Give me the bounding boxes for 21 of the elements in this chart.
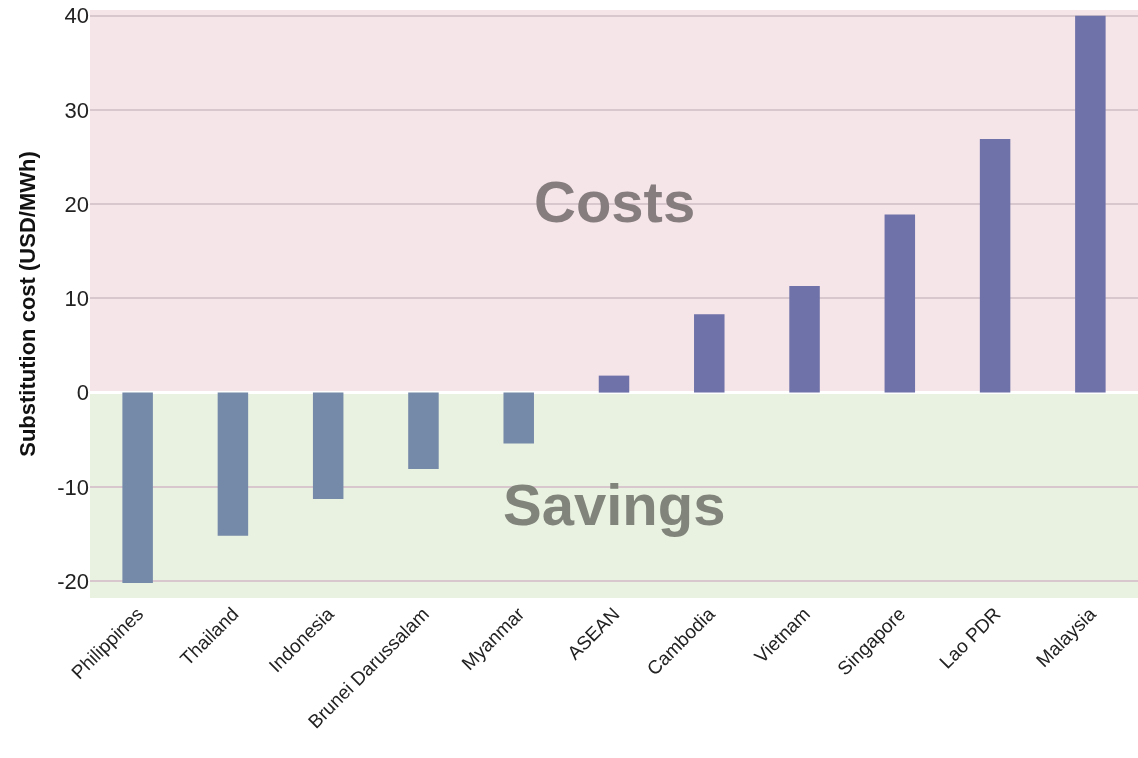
y-tick-label: 30 bbox=[64, 97, 89, 123]
bar bbox=[1075, 15, 1106, 393]
y-axis-title: Substitution cost (USD/MWh) bbox=[15, 151, 40, 457]
bar bbox=[789, 286, 820, 393]
band-label: Costs bbox=[534, 169, 696, 234]
y-tick-label: -10 bbox=[57, 474, 89, 500]
bar bbox=[408, 392, 439, 469]
y-tick-label: 40 bbox=[64, 3, 89, 29]
bar bbox=[503, 392, 534, 444]
bar bbox=[217, 392, 249, 536]
bar bbox=[884, 214, 916, 393]
band-label: Savings bbox=[503, 472, 726, 537]
bar bbox=[312, 392, 344, 500]
bar bbox=[694, 314, 725, 393]
y-tick-label: 0 bbox=[76, 380, 89, 406]
y-tick-label: 20 bbox=[64, 191, 89, 217]
bar bbox=[122, 392, 153, 583]
y-tick-label: 10 bbox=[64, 286, 89, 312]
bar bbox=[598, 375, 630, 393]
bar bbox=[979, 139, 1011, 393]
y-tick-label: -20 bbox=[57, 568, 89, 594]
